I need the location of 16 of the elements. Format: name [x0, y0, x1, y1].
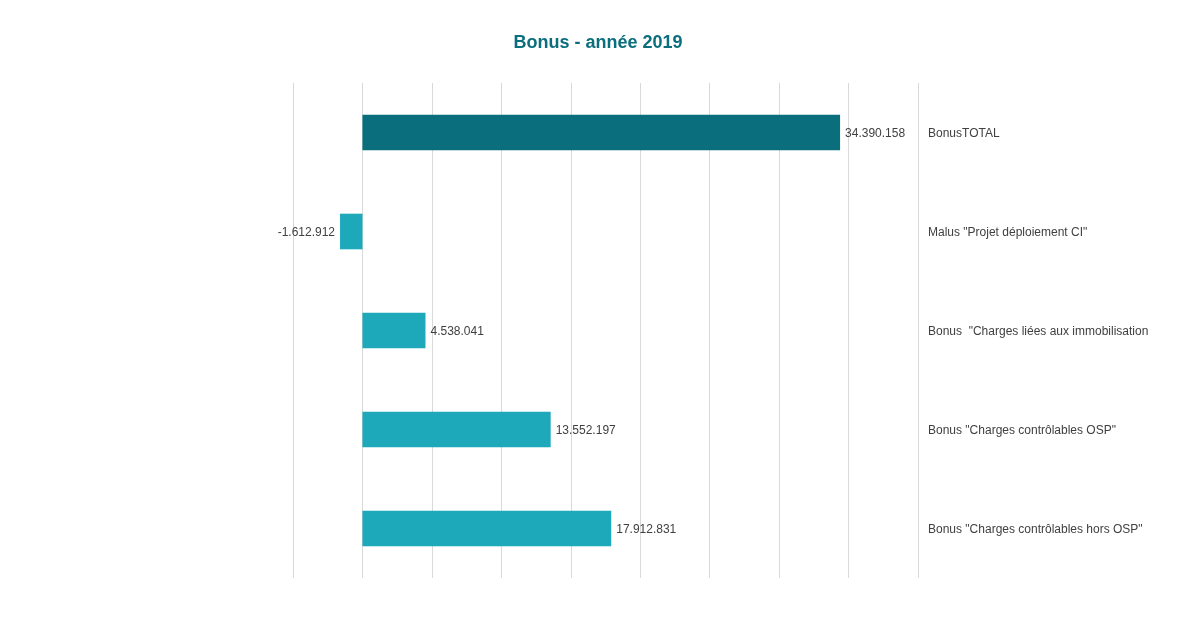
y-tick-label: Malus "Projet déploiement CI" — [928, 224, 1088, 239]
bar — [362, 312, 426, 349]
bar — [362, 114, 841, 151]
bar — [340, 213, 363, 250]
data-label: 17.912.831 — [616, 521, 677, 536]
data-label: 4.538.041 — [430, 323, 485, 338]
y-tick-label: Bonus "Charges liées aux immobilisation — [928, 323, 1149, 338]
chart-title: Bonus - année 2019 — [513, 32, 683, 52]
y-tick-label: BonusTOTAL — [928, 125, 1000, 140]
data-label: 13.552.197 — [555, 422, 617, 437]
data-label: -1.612.912 — [277, 224, 336, 239]
bar — [362, 510, 612, 547]
data-label: 34.390.158 — [845, 125, 906, 140]
y-tick-label: Bonus "Charges contrôlables OSP" — [928, 422, 1116, 437]
bar — [362, 411, 551, 448]
y-tick-label: Bonus "Charges contrôlables hors OSP" — [928, 521, 1143, 536]
